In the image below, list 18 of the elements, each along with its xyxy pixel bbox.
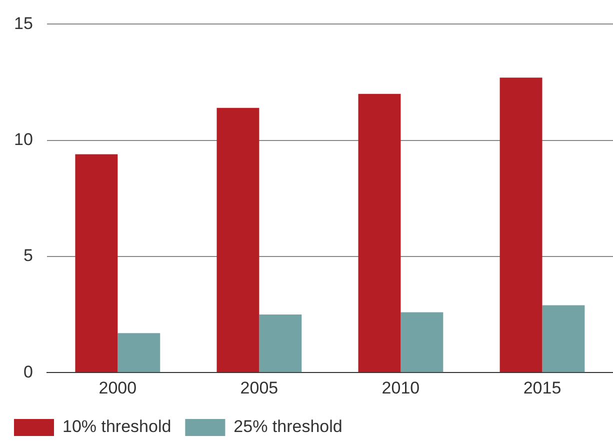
x-tick-label: 2010 bbox=[382, 378, 420, 398]
x-tick-label: 2005 bbox=[240, 378, 278, 398]
x-tick-label: 2015 bbox=[523, 378, 562, 398]
bar bbox=[400, 312, 444, 372]
x-tick-label: 2000 bbox=[98, 378, 137, 398]
bar bbox=[118, 333, 160, 372]
bar bbox=[358, 94, 401, 372]
y-tick-label: 0 bbox=[23, 362, 33, 382]
y-tick-label: 5 bbox=[23, 246, 33, 266]
legend-label: 25% threshold bbox=[234, 417, 342, 436]
y-tick-label: 15 bbox=[14, 14, 33, 33]
bar bbox=[542, 305, 585, 372]
bar bbox=[216, 108, 260, 372]
bar bbox=[259, 314, 302, 372]
bar bbox=[75, 154, 118, 372]
legend-label: 10% threshold bbox=[62, 417, 172, 436]
y-tick-label: 10 bbox=[14, 130, 33, 150]
bar bbox=[500, 78, 542, 372]
